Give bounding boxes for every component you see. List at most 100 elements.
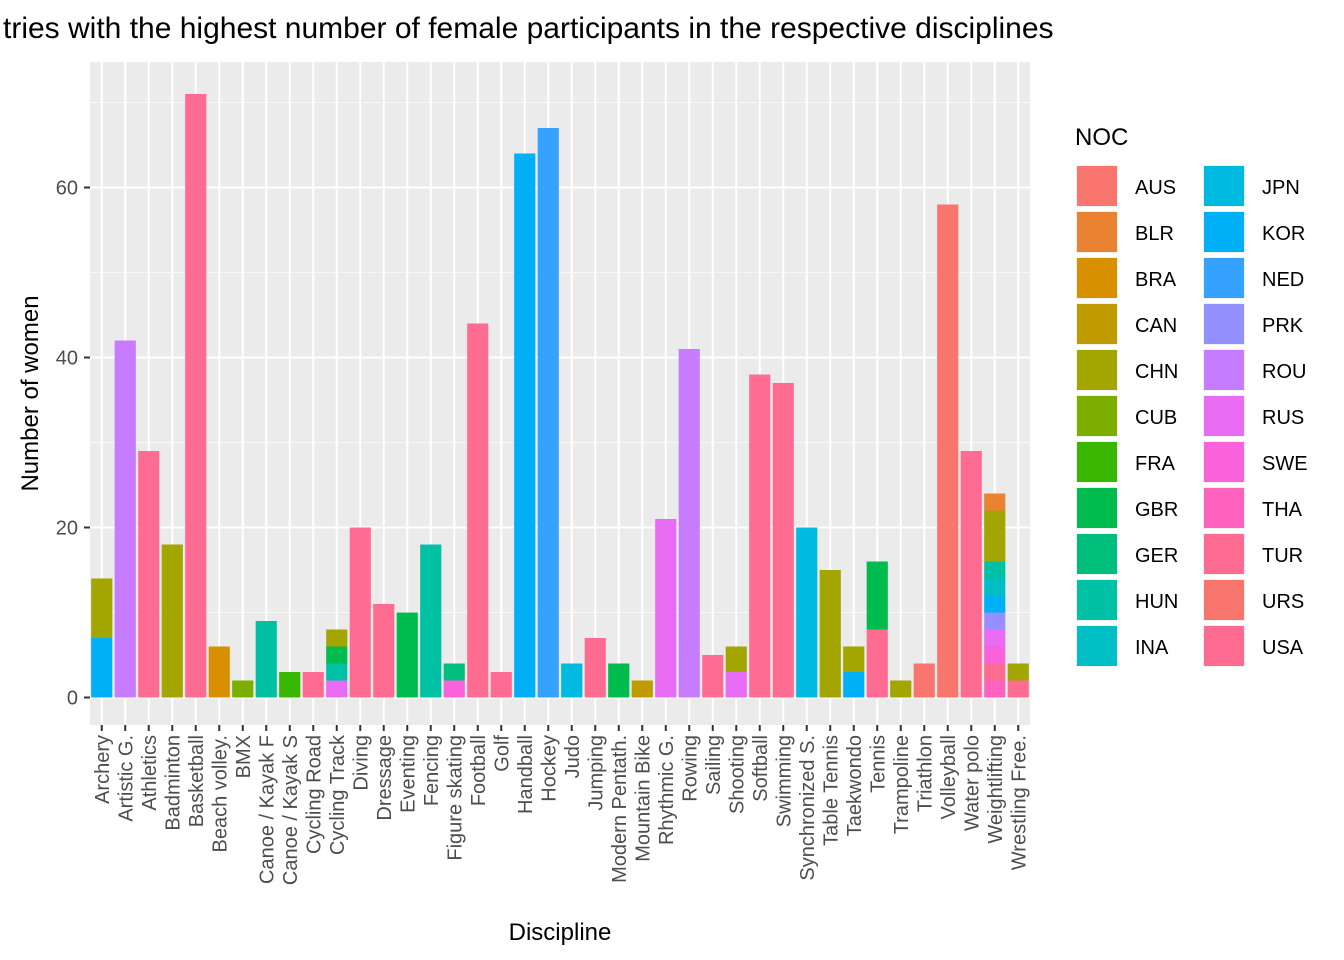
bar-segment [326,663,348,681]
x-tick-label: Badminton [162,735,184,831]
x-axis-title: Discipline [509,919,612,946]
x-tick-label: Table Tennis [820,735,842,846]
bar-segment [467,323,489,698]
bar-segment [185,94,207,698]
bar-segment [91,578,113,638]
x-tick-label: Wrestling Free. [1008,735,1030,870]
x-tick-label: Modern Pentath. [609,735,631,883]
y-tick-label: 20 [56,518,78,540]
bar-segment [866,629,888,698]
bar-segment [349,527,371,698]
bar-segment [631,680,653,698]
x-tick-label: Synchronized S. [797,735,819,881]
bar-segment [678,349,700,698]
bar-segment [396,612,418,698]
bar-segment [819,570,841,698]
legend-key-swatch [1077,212,1117,252]
x-tick-label: Canoe / Kayak F [256,735,278,884]
x-tick-label: Swimming [773,735,795,827]
bar-segment [772,383,794,698]
x-tick-label: Rhythmic G. [656,735,678,845]
bar-segment [984,578,1006,596]
bar-segment [984,510,1006,562]
x-tick-label: Jumping [585,735,607,811]
bar-segment [725,646,747,672]
x-tick-label: Eventing [397,735,419,813]
y-tick-label: 60 [56,178,78,200]
bar-segment [984,646,1006,664]
bar-segment [1007,680,1029,698]
x-tick-label: Sailing [703,735,725,795]
legend-key-swatch [1077,350,1117,390]
legend-key-swatch [1077,626,1117,666]
bar-segment [138,451,160,698]
legend-entry-label: ROU [1262,361,1306,383]
bar-segment [796,527,818,698]
legend-key-swatch [1204,626,1244,666]
legend-entry-label: CAN [1135,315,1177,337]
legend-key-swatch [1077,442,1117,482]
bar-segment [326,646,348,664]
chart-title: tries with the highest number of female … [3,12,1054,45]
bar-segment [984,680,1006,698]
y-axis-title: Number of women [17,295,44,491]
bar-segment [91,638,113,698]
bar-segment [608,663,630,698]
x-tick-label: Rowing [679,735,701,802]
bar-segment [655,519,677,698]
legend-key-swatch [1077,304,1117,344]
bar-segment [584,638,606,698]
bar-segment [420,544,442,698]
bar-segment [302,672,324,698]
bar-segment [725,672,747,698]
legend-key-swatch [1204,212,1244,252]
y-tick-label: 40 [56,348,78,370]
bar-segment [843,646,865,672]
x-tick-label: Mountain Bike [632,735,654,862]
bar-segment [984,629,1006,647]
x-tick-label: Golf [491,735,513,772]
bar-segment [490,672,512,698]
legend-key-swatch [1077,396,1117,436]
bar-segment [561,663,583,698]
legend-key-swatch [1077,580,1117,620]
bar-segment [373,604,395,698]
legend-entry-label: HUN [1135,591,1178,613]
bar-segment [960,451,982,698]
bar-segment [232,680,254,698]
x-tick-label: Volleyball [938,735,960,820]
legend-key-swatch [1204,396,1244,436]
bar-segment [702,655,724,698]
x-tick-label: Basketball [186,735,208,827]
legend-key-swatch [1204,304,1244,344]
x-tick-label: Handball [515,735,537,814]
x-tick-label: Dressage [374,735,396,821]
bar-segment [279,672,301,698]
legend-entry-label: BRA [1135,269,1177,291]
legend-key-swatch [1077,258,1117,298]
bar-segment [114,340,136,698]
bar-segment [161,544,183,698]
bar-segment [984,493,1006,511]
x-tick-label: Shooting [726,735,748,814]
bar-segment [326,680,348,698]
bar-segment [890,680,912,698]
legend-entry-label: KOR [1262,223,1305,245]
legend-key-swatch [1204,350,1244,390]
legend-key-swatch [1077,166,1117,206]
x-tick-label: Figure skating [444,735,466,861]
x-tick-label: Athletics [139,735,161,811]
legend-entry-label: GER [1135,545,1178,567]
bar-segment [537,128,559,698]
x-tick-label: Archery [92,735,114,804]
x-tick-label: Fencing [421,735,443,806]
bar-segment [749,374,771,698]
legend-key-swatch [1204,580,1244,620]
legend-entry-label: URS [1262,591,1304,613]
x-tick-label: Softball [750,735,772,802]
bar-segment [443,680,465,698]
bar-segment [984,612,1006,630]
legend-key-swatch [1077,534,1117,574]
x-tick-label: Tennis [867,735,889,793]
